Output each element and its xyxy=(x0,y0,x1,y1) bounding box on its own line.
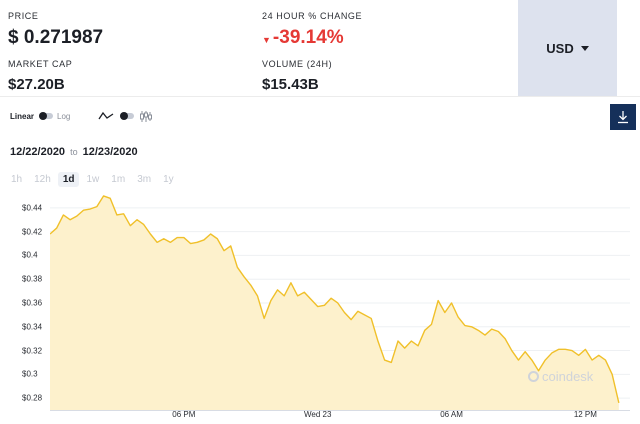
x-tick-label: 06 PM xyxy=(172,410,196,419)
date-to-separator: to xyxy=(70,147,78,157)
line-chart-icon[interactable] xyxy=(98,111,114,121)
candlestick-icon[interactable] xyxy=(140,110,152,122)
date-from[interactable]: 12/22/2020 xyxy=(10,146,66,158)
watermark-text: coindesk xyxy=(542,369,594,384)
stats-panel: PRICE $ 0.271987 24 HOUR % CHANGE ▼ -39.… xyxy=(0,0,640,96)
x-tick-label: 12 PM xyxy=(573,410,597,419)
change-value-wrapper: ▼ -39.14% xyxy=(262,27,344,49)
download-icon xyxy=(618,111,628,124)
period-1d[interactable]: 1d xyxy=(57,172,80,187)
y-tick-label: $0.38 xyxy=(22,274,43,284)
y-tick-label: $0.28 xyxy=(22,393,43,403)
y-tick-label: $0.32 xyxy=(22,346,43,356)
volume-label: VOLUME (24H) xyxy=(262,59,333,69)
period-1h[interactable]: 1h xyxy=(11,174,23,185)
x-tick-label: Wed 23 xyxy=(303,410,332,419)
market-cap-label: MARKET CAP xyxy=(8,59,73,69)
market-cap-value: $27.20B xyxy=(8,76,65,93)
down-triangle-icon: ▼ xyxy=(262,34,271,45)
price-line xyxy=(50,195,620,404)
date-range[interactable]: 12/22/2020 to 12/23/2020 xyxy=(10,146,138,158)
x-axis-line xyxy=(50,410,630,411)
x-tick-label: 06 AM xyxy=(440,410,463,419)
scale-linear-label[interactable]: Linear xyxy=(10,111,35,121)
price-value: $ 0.271987 xyxy=(8,27,104,48)
period-1y[interactable]: 1y xyxy=(163,174,174,185)
y-tick-label: $0.36 xyxy=(22,298,43,308)
period-1m[interactable]: 1m xyxy=(111,174,126,185)
y-tick-label: $0.42 xyxy=(22,227,43,237)
currency-label: USD xyxy=(546,40,574,56)
download-button[interactable] xyxy=(610,104,636,130)
coindesk-watermark: coindesk xyxy=(528,369,593,384)
period-3m[interactable]: 3m xyxy=(137,174,152,185)
period-12h[interactable]: 12h xyxy=(34,174,51,185)
change-label: 24 HOUR % CHANGE xyxy=(262,11,363,21)
price-label: PRICE xyxy=(8,11,39,21)
change-value: -39.14% xyxy=(272,27,344,48)
caret-down-icon xyxy=(580,45,589,51)
price-chart[interactable] xyxy=(50,190,630,410)
y-tick-label: $0.44 xyxy=(22,203,43,213)
volume-value: $15.43B xyxy=(262,76,319,93)
chart-type-toggle[interactable] xyxy=(98,108,152,124)
scale-toggle[interactable]: Linear Log xyxy=(10,108,70,124)
currency-dropdown[interactable]: USD xyxy=(518,0,617,96)
y-tick-label: $0.34 xyxy=(22,322,43,332)
scale-switch[interactable] xyxy=(39,112,54,120)
period-selector: 1h 12h 1d 1w 1m 3m 1y xyxy=(6,172,181,187)
scale-log-label[interactable]: Log xyxy=(57,111,71,121)
chart-type-switch[interactable] xyxy=(120,112,134,120)
price-area xyxy=(50,195,619,410)
period-1w[interactable]: 1w xyxy=(86,174,100,185)
y-tick-label: $0.3 xyxy=(22,369,38,379)
divider xyxy=(0,96,640,97)
coindesk-logo-icon xyxy=(528,371,539,382)
date-to[interactable]: 12/23/2020 xyxy=(82,146,138,158)
y-tick-label: $0.4 xyxy=(22,250,38,260)
